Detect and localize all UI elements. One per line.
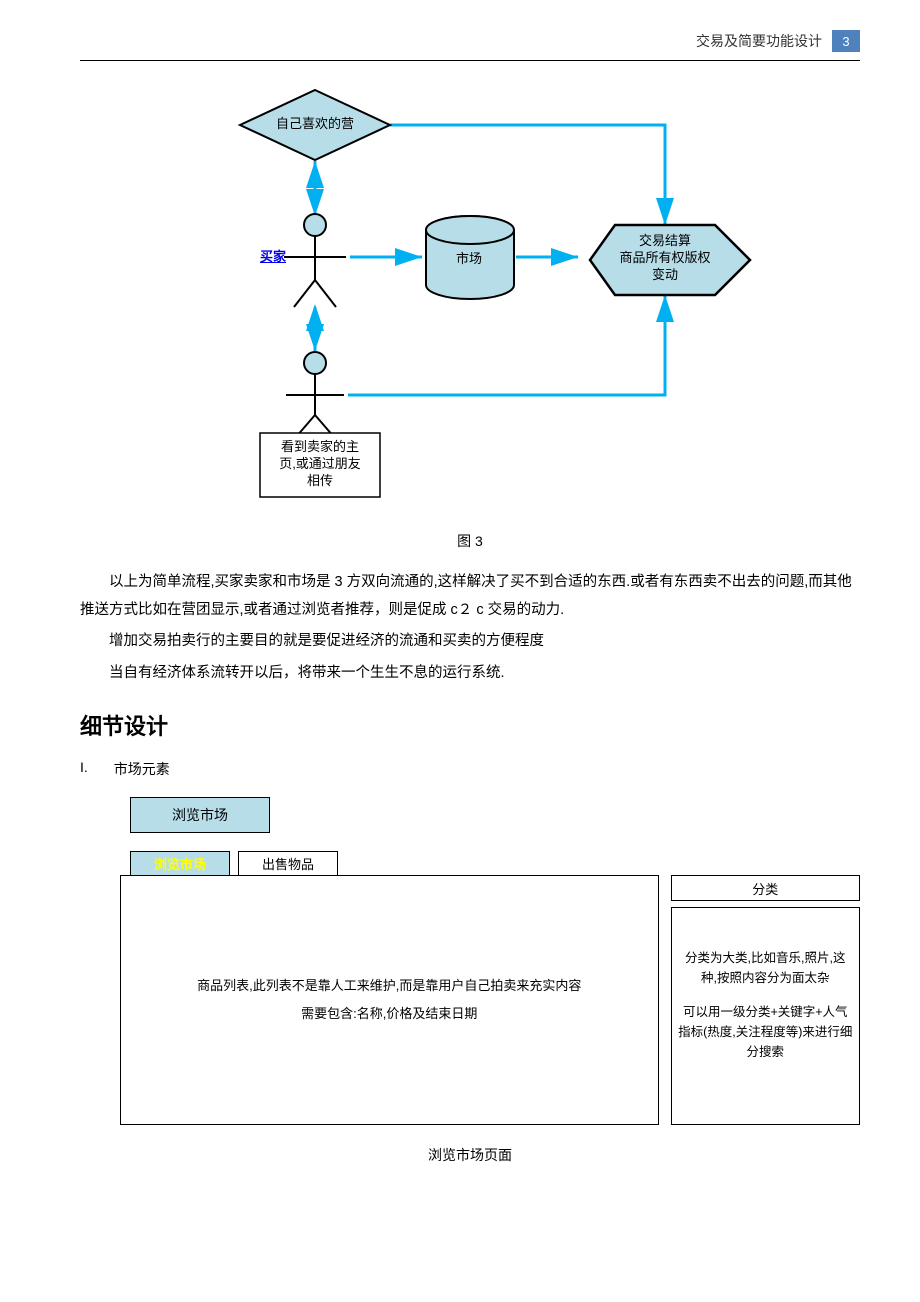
bottom-rect-label: 看到卖家的主 页,或通过朋友 相传 (264, 439, 376, 490)
page-header: 交易及简要功能设计 3 (80, 30, 860, 52)
header-title: 交易及简要功能设计 (696, 31, 822, 51)
paragraph-2: 增加交易拍卖行的主要目的就是要促进经济的流通和买卖的方便程度 (80, 628, 860, 656)
panels-row: 商品列表,此列表不是靠人工来维护,而是靠用户自己拍卖来充实内容 需要包含:名称,… (120, 875, 860, 1125)
browse-market-button[interactable]: 浏览市场 (130, 797, 270, 833)
main-panel-line1: 商品列表,此列表不是靠人工来维护,而是靠用户自己拍卖来充实内容 (197, 972, 581, 1001)
tab-browse-market[interactable]: 浏览市场 (130, 851, 230, 875)
header-rule (80, 60, 860, 61)
section-heading: 细节设计 (80, 709, 860, 741)
list-marker: I. (80, 759, 88, 779)
rect-line1: 看到卖家的主 (281, 439, 359, 454)
flowchart-svg (160, 85, 780, 525)
hex-line1: 交易结算 (639, 233, 691, 248)
hex-line2: 商品所有权版权 (619, 250, 710, 265)
paragraph-3: 当自有经济体系流转开以后，将带来一个生生不息的运行系统. (80, 660, 860, 688)
side-panel: 分类 分类为大类,比如音乐,照片,这种,按照内容分为面太杂 可以用一级分类+关键… (671, 875, 860, 1125)
flowchart-container: 自己喜欢的营 买家 市场 交易结算 商品所有权版权 变动 看到卖家的主 页,或通… (80, 85, 860, 525)
main-panel: 商品列表,此列表不是靠人工来维护,而是靠用户自己拍卖来充实内容 需要包含:名称,… (120, 875, 659, 1125)
page-label: 浏览市场页面 (80, 1145, 860, 1165)
side-body: 分类为大类,比如音乐,照片,这种,按照内容分为面太杂 可以用一级分类+关键字+人… (671, 907, 860, 1125)
page-number-badge: 3 (832, 30, 860, 52)
hex-line3: 变动 (652, 267, 678, 282)
side-p1: 分类为大类,比如音乐,照片,这种,按照内容分为面太杂 (678, 948, 853, 988)
main-panel-line2: 需要包含:名称,价格及结束日期 (301, 1000, 477, 1029)
diamond-label: 自己喜欢的营 (268, 116, 362, 133)
rect-line2: 页,或通过朋友 (279, 456, 361, 471)
hex-label: 交易结算 商品所有权版权 变动 (610, 233, 720, 284)
figure-caption: 图 3 (80, 531, 860, 551)
rect-line3: 相传 (307, 473, 333, 488)
side-p2: 可以用一级分类+关键字+人气指标(热度,关注程度等)来进行细分搜索 (678, 1002, 853, 1062)
tabs-row: 浏览市场 出售物品 (130, 851, 860, 875)
list-item-text: 市场元素 (114, 759, 170, 779)
flowchart: 自己喜欢的营 买家 市场 交易结算 商品所有权版权 变动 看到卖家的主 页,或通… (160, 85, 780, 525)
tab-sell-item[interactable]: 出售物品 (238, 851, 338, 875)
list-item-row: I. 市场元素 (80, 759, 860, 779)
cylinder-label: 市场 (456, 251, 482, 268)
side-header: 分类 (671, 875, 860, 901)
paragraph-1: 以上为简单流程,买家卖家和市场是 3 方双向流通的,这样解决了买不到合适的东西.… (80, 569, 860, 624)
buyer-label: 买家 (260, 249, 286, 266)
